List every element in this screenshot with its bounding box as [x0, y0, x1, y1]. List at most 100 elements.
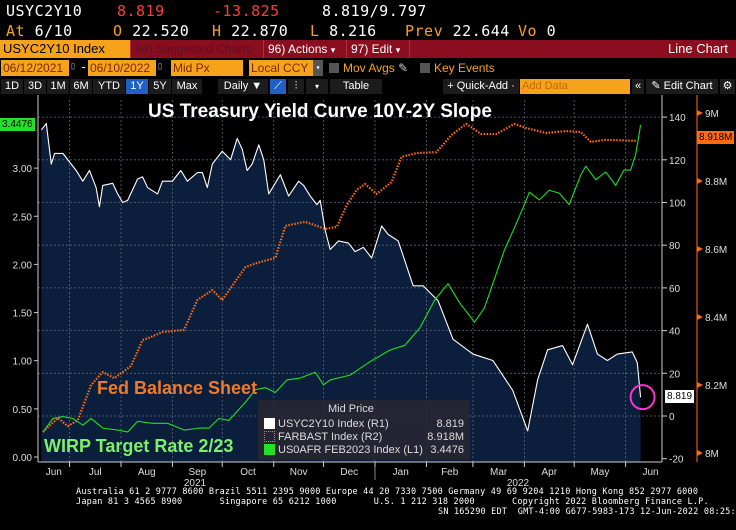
pencil-icon[interactable]: ✎: [398, 61, 409, 75]
settings-gear-icon[interactable]: ⚙: [720, 79, 735, 94]
edit-menu[interactable]: 97) Edit ▾: [348, 40, 410, 58]
start-date-input[interactable]: 06/12/2021: [1, 60, 69, 76]
farbast-line: [42, 122, 638, 433]
l1-tick-label: 0.00: [13, 453, 33, 464]
quick-add-button[interactable]: + Quick-Add ·: [443, 79, 519, 94]
chart-type-label: Line Chart: [668, 41, 728, 56]
table-button[interactable]: Table: [330, 79, 382, 94]
l1-tick-label: 2.50: [13, 212, 33, 223]
calendar-icon[interactable]: ▯: [70, 61, 77, 72]
period-button-1y[interactable]: 1Y: [126, 79, 148, 94]
r2-tick: [697, 110, 703, 116]
legend: Mid Price USYC2Y10 Index (R1) 8.819 FARBA…: [258, 400, 470, 460]
legend-value: 8.918M: [427, 431, 464, 443]
open-label: O: [113, 22, 123, 40]
prev-value: 22.644: [452, 22, 510, 40]
legend-header: Mid Price: [328, 403, 374, 415]
footer-contacts-line2: Japan 81 3 4565 8900 Singapore 65 6212 1…: [76, 497, 709, 507]
r1-tick-label: 60: [669, 284, 681, 295]
at-label: At: [6, 22, 26, 40]
year-label: 2022: [507, 478, 530, 489]
l1-tick-label: 1.50: [13, 309, 33, 320]
r1-tick-label: 100: [669, 199, 686, 210]
x-tick-label: Dec: [340, 467, 358, 478]
currency-select[interactable]: Local CCY: [249, 60, 313, 76]
last-price: 8.819: [117, 2, 165, 20]
r1-tick-label: 40: [669, 327, 681, 338]
wirp-last-value-tag: 3.4476: [0, 118, 35, 131]
high-label: H: [212, 22, 222, 40]
r2-tick-label: 8.4M: [705, 313, 727, 324]
menu-bar: USYC2Y10 Index 94) Suggested Charts 96) …: [0, 40, 736, 58]
r2-tick-label: 8M: [705, 449, 719, 460]
legend-label: US0AFR FEB2023 Index (L1): [278, 444, 423, 456]
chart-style-dropdown-icon[interactable]: ▾: [306, 79, 328, 94]
r2-tick: [697, 246, 703, 252]
usyc-area: [41, 123, 641, 462]
legend-swatch: [264, 444, 275, 455]
x-tick-label: Apr: [541, 467, 557, 478]
x-tick-label: Jun: [642, 467, 658, 478]
currency-dropdown-icon[interactable]: ▾: [313, 60, 323, 76]
period-button-max[interactable]: Max: [172, 79, 202, 94]
open-value: 22.520: [132, 22, 190, 40]
footer-contacts-line1: Australia 61 2 9777 8600 Brazil 5511 239…: [76, 487, 699, 497]
actions-menu[interactable]: 96) Actions ▾: [265, 40, 347, 58]
legend-value: 8.819: [436, 418, 464, 430]
legend-item-usyc[interactable]: USYC2Y10 Index (R1) 8.819: [264, 418, 464, 431]
price-field-select[interactable]: Mid Px: [171, 60, 243, 76]
legend-value: 3.4476: [430, 444, 464, 456]
legend-label: USYC2Y10 Index (R1): [278, 418, 389, 430]
r1-tick-label: 140: [669, 113, 686, 124]
low-label: L: [310, 22, 320, 40]
usyc2y10-line: [40, 122, 642, 432]
edit-chart-button[interactable]: ✎ Edit Chart: [646, 79, 718, 94]
chart-title: US Treasury Yield Curve 10Y-2Y Slope: [148, 101, 492, 122]
x-tick-label: Oct: [240, 467, 256, 478]
period-button-ytd[interactable]: YTD: [93, 79, 125, 94]
l1-tick-label: 1.00: [13, 357, 33, 368]
legend-item-wirp[interactable]: US0AFR FEB2023 Index (L1) 3.4476: [264, 444, 464, 457]
checkbox[interactable]: [329, 63, 339, 73]
calendar-icon[interactable]: ▯: [157, 61, 164, 72]
period-button-1d[interactable]: 1D: [1, 79, 23, 94]
r2-tick-label: 8.8M: [705, 177, 727, 188]
period-button-6m[interactable]: 6M: [70, 79, 92, 94]
at-date: 6/10: [34, 22, 73, 40]
prev-label: Prev: [405, 22, 444, 40]
security-field[interactable]: USYC2Y10 Index: [0, 40, 131, 58]
suggested-charts-button[interactable]: 94) Suggested Charts: [132, 40, 264, 58]
high-value: 22.870: [231, 22, 289, 40]
x-tick-label: Nov: [290, 467, 308, 478]
r2-tick: [697, 450, 703, 456]
l1-tick-label: 2.00: [13, 260, 33, 271]
checkbox[interactable]: [420, 63, 430, 73]
end-date-input[interactable]: 06/10/2022: [88, 60, 156, 76]
period-button-1m[interactable]: 1M: [47, 79, 69, 94]
l1-tick-label: 0.50: [13, 405, 33, 416]
volume-label: Vo: [518, 22, 538, 40]
usyc-last-value-tag: 8.819: [665, 390, 695, 403]
footer-session-info: SN 165290 EDT GMT-4:00 G677-5983-173 12-…: [438, 507, 736, 517]
key-events-label: Key Events: [434, 61, 495, 75]
period-button-5y[interactable]: 5Y: [149, 79, 171, 94]
x-tick-label: Jan: [393, 467, 409, 478]
x-tick-label: Aug: [138, 467, 156, 478]
period-button-3d[interactable]: 3D: [24, 79, 46, 94]
bar-chart-icon[interactable]: ⫶: [288, 79, 304, 94]
farbast-last-value-tag: 8.918M: [697, 131, 735, 144]
mov-avgs-toggle[interactable]: Mov Avgs ✎: [329, 61, 408, 75]
date-separator: -: [80, 60, 88, 74]
legend-item-farbast[interactable]: FARBAST Index (R2) 8.918M: [264, 431, 464, 444]
r1-tick-label: 0: [669, 412, 675, 423]
line-chart-icon[interactable]: ⟋: [270, 79, 286, 94]
chevron-down-icon: ▾: [395, 45, 401, 55]
key-events-toggle[interactable]: Key Events: [420, 61, 495, 75]
edit-label: 97) Edit: [351, 42, 393, 56]
add-data-input[interactable]: Add Data: [520, 79, 630, 94]
mov-avgs-label: Mov Avgs: [343, 61, 395, 75]
net-change: -13.825: [213, 2, 280, 20]
frequency-select[interactable]: Daily ▼: [218, 79, 268, 94]
collapse-icon[interactable]: «: [632, 79, 644, 94]
legend-swatch: [264, 431, 275, 442]
